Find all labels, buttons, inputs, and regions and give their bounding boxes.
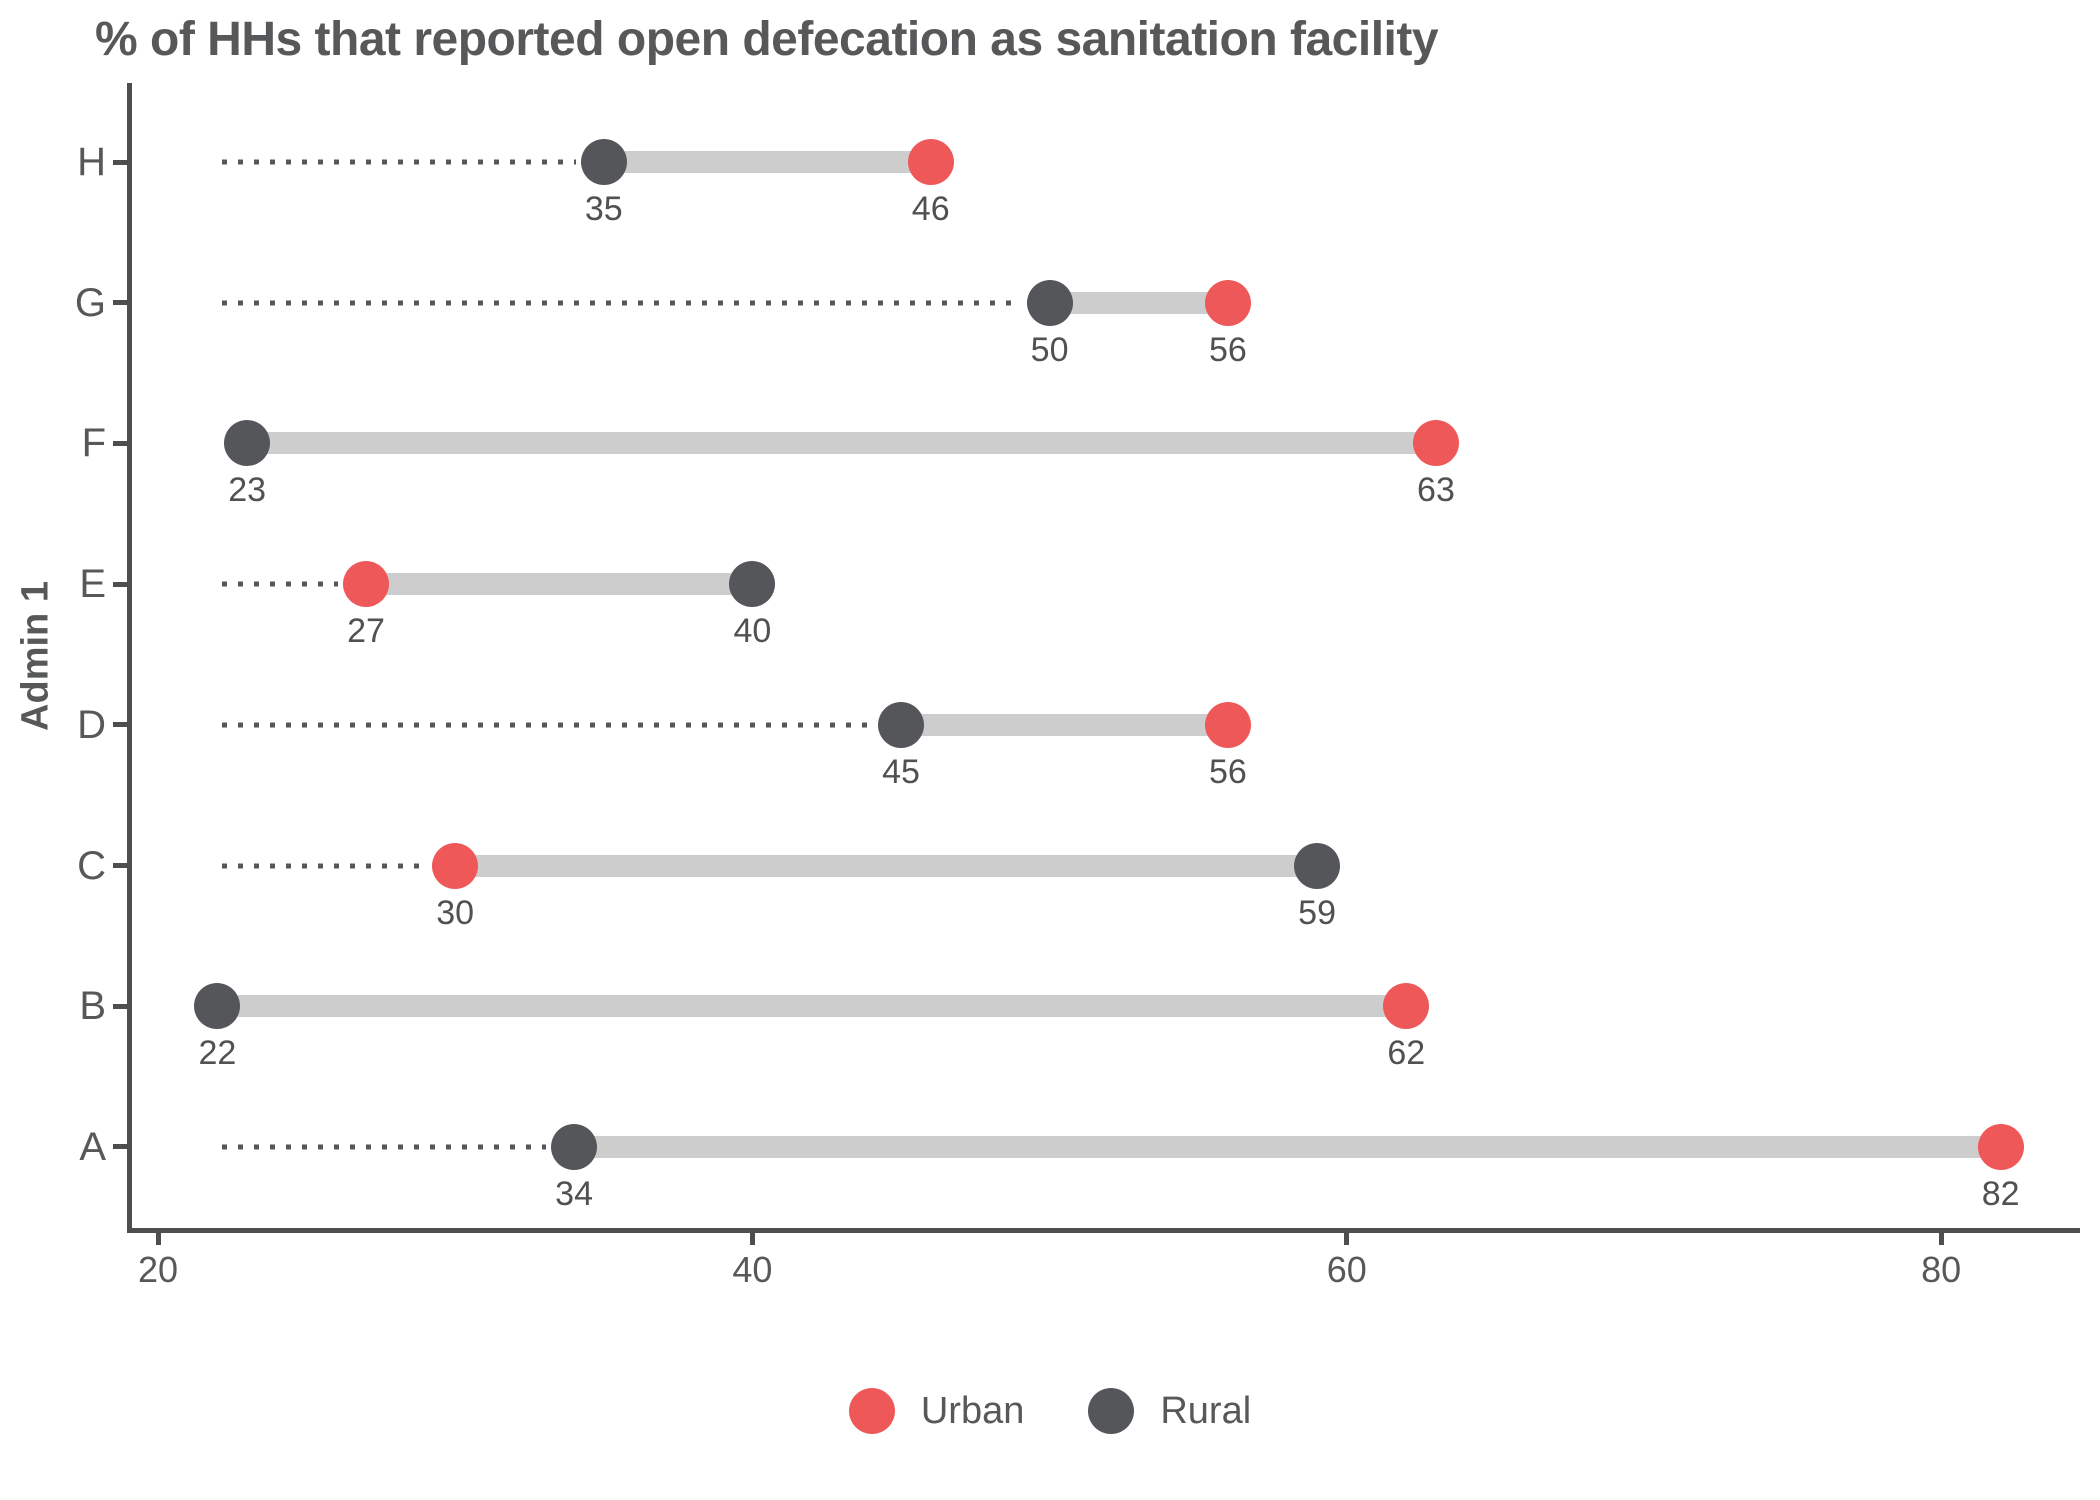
legend-label-rural: Rural [1160, 1390, 1252, 1432]
x-axis-tick-label: 60 [1326, 1249, 1367, 1290]
rural-legend-dot-icon [1088, 1388, 1135, 1434]
urban-dot [432, 842, 479, 889]
urban-dot [1383, 983, 1430, 1030]
urban-value-label: 46 [911, 190, 950, 228]
urban-dot [1204, 701, 1251, 748]
rural-value-label: 23 [228, 471, 267, 510]
rural-value-label: 35 [584, 190, 623, 228]
rural-dot [194, 983, 241, 1030]
rural-value-label: 40 [733, 612, 772, 651]
rural-value-label: 50 [1030, 330, 1069, 369]
connector-bar [247, 432, 1436, 455]
rural-dot [878, 701, 924, 748]
urban-dot [1204, 279, 1251, 326]
connector-bar [366, 573, 753, 596]
leader-line [222, 159, 576, 165]
urban-value-label: 82 [1981, 1174, 2020, 1213]
category-label: A [79, 1124, 106, 1169]
category-label: E [79, 562, 106, 607]
rural-dot [729, 561, 776, 608]
rural-dot [580, 139, 627, 185]
category-label: B [79, 984, 106, 1029]
category-label: D [77, 702, 106, 747]
legend-item-rural: Rural [1088, 1388, 1251, 1434]
y-axis-tick [113, 440, 130, 446]
category-label: H [77, 140, 106, 184]
urban-dot [1412, 420, 1459, 467]
x-axis-tick [155, 1228, 161, 1245]
y-axis-tick [113, 863, 130, 868]
chart-title: % of HHs that reported open defecation a… [95, 13, 1439, 66]
connector-bar [901, 713, 1228, 736]
x-axis-line [127, 1228, 2080, 1233]
x-axis-tick-label: 80 [1921, 1249, 1962, 1290]
rural-dot [551, 1123, 598, 1170]
y-axis-line [127, 83, 132, 1233]
urban-dot [1977, 1123, 2024, 1170]
rural-dot [1294, 842, 1341, 889]
x-axis-tick [1938, 1228, 1944, 1245]
rural-dot [224, 420, 271, 467]
connector-bar [603, 151, 931, 173]
category-label: G [74, 280, 106, 325]
x-axis-tick [1344, 1228, 1350, 1245]
leader-line [222, 722, 873, 728]
connector-bar [455, 854, 1318, 877]
y-axis-tick [113, 581, 130, 587]
legend-item-urban: Urban [848, 1388, 1025, 1434]
legend: Urban Rural [0, 1388, 2100, 1434]
urban-value-label: 56 [1208, 752, 1247, 791]
y-axis-tick [113, 159, 130, 165]
connector-bar [217, 995, 1407, 1018]
rural-value-label: 45 [882, 752, 920, 791]
x-axis-tick [749, 1228, 755, 1245]
y-axis-tick [113, 300, 130, 306]
urban-value-label: 56 [1208, 330, 1247, 369]
urban-value-label: 63 [1417, 471, 1455, 510]
leader-line [222, 1144, 547, 1150]
rural-value-label: 34 [555, 1174, 593, 1213]
leader-line [222, 863, 428, 868]
leader-line [222, 581, 339, 587]
rural-dot [1026, 279, 1073, 326]
category-label: F [81, 421, 106, 466]
urban-legend-dot-icon [848, 1388, 895, 1434]
y-axis-tick [113, 722, 130, 728]
y-axis-tick [113, 1003, 130, 1009]
rural-value-label: 59 [1298, 893, 1336, 932]
connector-bar [574, 1135, 2001, 1158]
y-axis-tick [113, 1144, 130, 1150]
legend-label-urban: Urban [920, 1390, 1025, 1432]
rural-value-label: 22 [198, 1034, 237, 1073]
x-axis-tick-label: 40 [732, 1249, 773, 1290]
urban-dot [343, 561, 390, 608]
urban-value-label: 30 [436, 893, 475, 932]
leader-line [222, 300, 1022, 306]
urban-value-label: 27 [347, 612, 385, 651]
category-label: C [77, 843, 106, 888]
connector-bar [1049, 291, 1228, 314]
x-axis-tick-label: 20 [137, 1249, 179, 1290]
urban-dot [907, 139, 954, 185]
urban-value-label: 62 [1387, 1034, 1426, 1073]
